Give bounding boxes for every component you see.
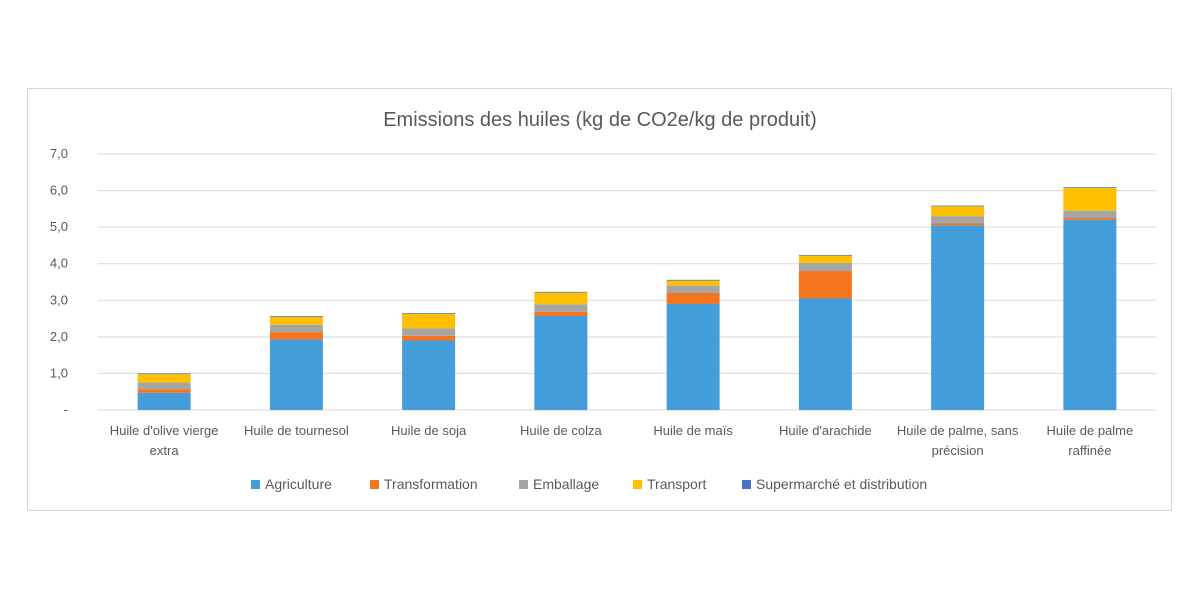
chart-title: Emissions des huiles (kg de CO2e/kg de p… [383,109,817,131]
bar-segment [666,303,720,410]
legend-swatch [633,480,642,489]
bar-segment [931,223,985,226]
bar-segment [798,255,852,263]
x-tick-label: Huile de maïs [653,423,733,438]
bar-segment [402,328,456,336]
bar-segment [534,292,588,305]
bar-segment [269,332,323,340]
x-tick-label: Huile d'olive vierge [110,423,219,438]
bar-segment [402,313,456,314]
y-tick-label: 5,0 [50,219,68,234]
bar-segment [798,298,852,410]
bar-segment [269,324,323,333]
chart-frame: Emissions des huiles (kg de CO2e/kg de p… [27,88,1172,511]
legend-swatch [251,480,260,489]
stacked-bar-chart: Emissions des huiles (kg de CO2e/kg de p… [50,109,1156,492]
bar-segment [269,316,323,325]
y-tick-label: 7,0 [50,146,68,161]
bar-segment [1063,210,1117,218]
legend-label: Transport [647,476,707,492]
x-tick-label: précision [932,443,984,458]
x-tick-label: Huile d'arachide [779,423,872,438]
y-tick-label: 3,0 [50,292,68,307]
bar-segment [666,279,720,281]
bar-segment [798,262,852,272]
bar-segment [931,206,985,217]
bar-segment [1063,187,1117,189]
bar-segment [931,216,985,224]
x-tick-label: extra [150,443,180,458]
x-tick-label: Huile de tournesol [244,423,349,438]
bar-segment [1063,219,1117,410]
legend-swatch [370,480,379,489]
bar-segment [1063,188,1117,211]
bar-segment [269,316,323,317]
x-tick-label: raffinée [1068,443,1111,458]
y-tick-label: 4,0 [50,256,68,271]
bar-segment [931,205,985,207]
bar-segment [534,304,588,312]
legend-label: Agriculture [265,476,332,492]
bar-segment [798,271,852,299]
bar-segment [137,392,191,410]
bar-segment [137,373,191,375]
legend-label: Emballage [533,476,599,492]
legend-swatch [519,480,528,489]
x-tick-label: Huile de palme, sans [897,423,1019,438]
bar-segment [402,313,456,329]
y-tick-label: - [64,402,68,417]
y-tick-label: 6,0 [50,183,68,198]
bar-segment [137,374,191,383]
bar-segment [137,389,191,393]
x-tick-label: Huile de colza [520,423,602,438]
bar-segment [137,382,191,390]
bar-segment [534,291,588,293]
bar-segment [666,292,720,304]
x-tick-label: Huile de soja [391,423,467,438]
bar-segment [534,316,588,410]
legend-label: Transformation [384,476,478,492]
bar-segment [402,340,456,410]
y-tick-label: 1,0 [50,365,68,380]
bar-segment [269,339,323,410]
y-tick-label: 2,0 [50,329,68,344]
bar-segment [666,280,720,286]
bar-segment [402,335,456,341]
x-tick-label: Huile de palme [1047,423,1134,438]
bar-segment [1063,218,1117,220]
bar-segment [798,254,852,256]
legend-swatch [742,480,751,489]
bar-segment [666,285,720,293]
legend-label: Supermarché et distribution [756,476,927,492]
bar-segment [931,225,985,410]
bar-segment [534,311,588,317]
